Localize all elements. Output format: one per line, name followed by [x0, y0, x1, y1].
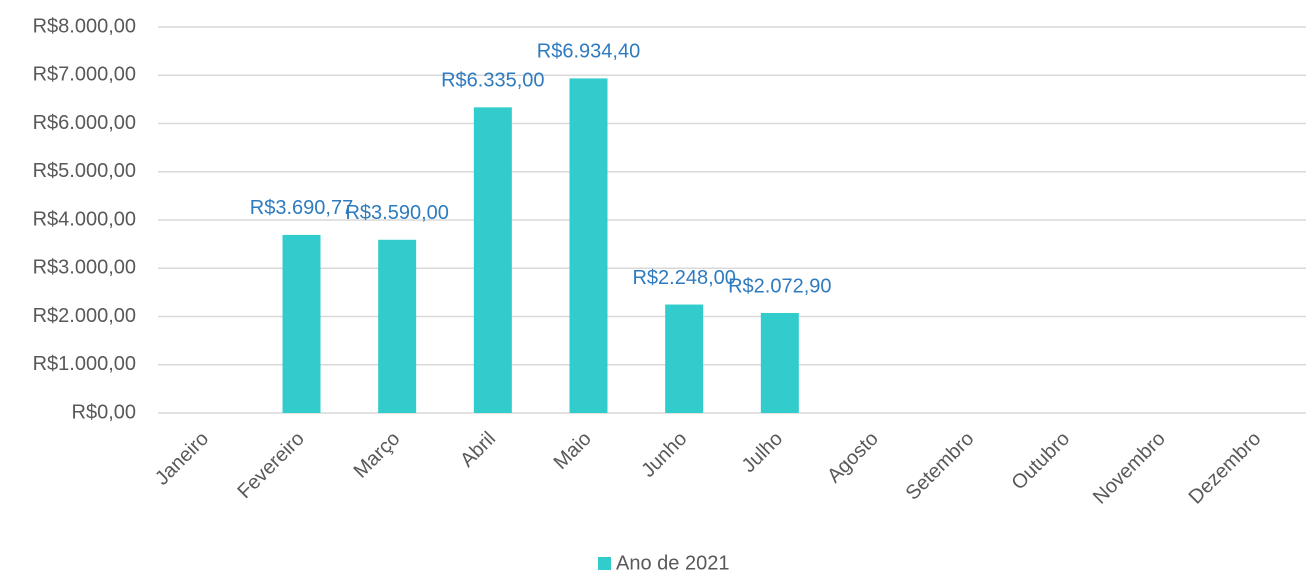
x-tick-label: Janeiro [151, 428, 213, 490]
y-tick-label: R$2.000,00 [33, 305, 136, 327]
y-tick-label: R$1.000,00 [33, 353, 136, 375]
x-tick-label: Junho [637, 428, 691, 482]
y-tick-label: R$4.000,00 [33, 208, 136, 230]
value-label: R$2.248,00 [632, 267, 735, 289]
y-tick-label: R$0,00 [72, 401, 137, 423]
x-tick-label: Agosto [823, 428, 883, 488]
x-tick-label: Abril [456, 428, 500, 472]
bar [378, 239, 417, 413]
bar [282, 234, 321, 413]
bar [569, 78, 608, 414]
x-tick-label: Setembro [902, 428, 979, 505]
legend-label: Ano de 2021 [616, 552, 729, 574]
x-tick-label: Novembro [1089, 428, 1170, 509]
value-label: R$2.072,90 [728, 275, 831, 297]
y-tick-label: R$7.000,00 [33, 64, 136, 86]
bar [473, 107, 512, 414]
x-tick-label: Julho [738, 428, 787, 477]
x-tick-label: Fevereiro [233, 428, 308, 503]
value-label: R$3.690,77 [250, 197, 353, 219]
value-label: R$6.335,00 [441, 70, 544, 92]
y-tick-label: R$3.000,00 [33, 257, 136, 279]
x-tick-label: Dezembro [1185, 428, 1266, 509]
legend-swatch [598, 557, 611, 570]
y-tick-label: R$5.000,00 [33, 160, 136, 182]
x-tick-label: Março [350, 428, 405, 483]
x-tick-label: Outubro [1007, 428, 1074, 495]
value-label: R$6.934,40 [537, 41, 640, 63]
bar [665, 304, 704, 413]
value-label: R$3.590,00 [345, 202, 448, 224]
bar [760, 312, 799, 413]
y-tick-label: R$8.000,00 [33, 15, 136, 37]
y-tick-label: R$6.000,00 [33, 112, 136, 134]
x-tick-label: Maio [550, 428, 596, 474]
